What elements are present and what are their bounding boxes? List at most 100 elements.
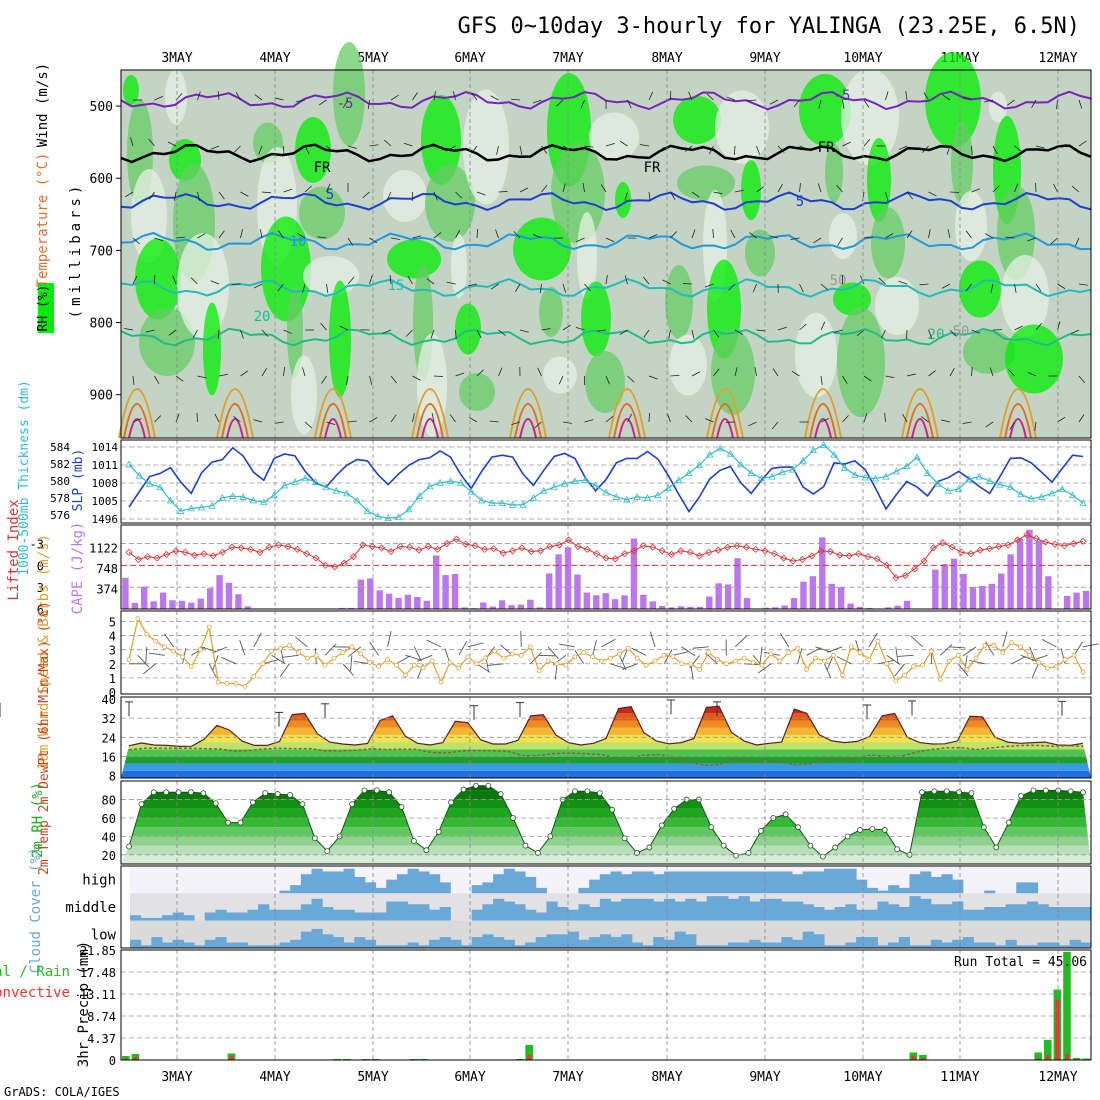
thickness-tick-label: 580 bbox=[50, 475, 70, 488]
li-marker bbox=[462, 540, 470, 548]
wind-barb bbox=[367, 99, 370, 109]
cloud-bar bbox=[162, 942, 174, 948]
wind-barb bbox=[906, 191, 914, 200]
cloud-bar bbox=[183, 915, 195, 921]
cape-bar bbox=[724, 584, 732, 609]
cape-bar bbox=[611, 599, 619, 609]
wind-speed-marker bbox=[723, 661, 729, 667]
wind-barb bbox=[342, 99, 349, 108]
wind-barb bbox=[704, 283, 714, 288]
li-marker bbox=[901, 571, 909, 580]
wind-speed-marker bbox=[590, 654, 596, 660]
wind-barb bbox=[734, 367, 738, 377]
wind-barb bbox=[790, 237, 800, 240]
cape-bar bbox=[734, 558, 741, 609]
wind-barb bbox=[274, 421, 284, 424]
wind-speed-marker bbox=[242, 683, 248, 689]
rh-shade bbox=[383, 170, 427, 222]
rh-marker bbox=[311, 835, 318, 842]
wind-barb bbox=[148, 138, 155, 147]
li-marker bbox=[714, 546, 722, 554]
li-marker bbox=[359, 541, 367, 549]
wind-speed-marker bbox=[634, 655, 640, 661]
wind-speed-marker bbox=[287, 643, 292, 648]
li-marker bbox=[471, 542, 479, 550]
cape-bar bbox=[706, 596, 713, 609]
precip-tick-label: 21.85 bbox=[80, 944, 116, 958]
cloud-bar bbox=[888, 904, 900, 921]
contour-label: 5 bbox=[326, 187, 334, 203]
wind-barb bbox=[923, 92, 929, 101]
wind-speed-marker bbox=[643, 662, 649, 668]
cloud-bar bbox=[802, 871, 814, 894]
wind-barb bbox=[283, 329, 292, 334]
cloud-bar bbox=[311, 868, 323, 894]
thickness-marker bbox=[405, 505, 413, 513]
wind-speed-marker bbox=[224, 681, 230, 686]
wind-barb bbox=[1007, 99, 1015, 106]
wind-barb bbox=[748, 421, 757, 427]
cloud-bar bbox=[1080, 942, 1092, 948]
wind-speed-marker bbox=[197, 647, 203, 653]
cape-bar bbox=[790, 598, 798, 609]
cloud-bar bbox=[941, 904, 953, 921]
temp-tick-label: 40 bbox=[102, 693, 116, 707]
wind-barb bbox=[712, 228, 714, 239]
thickness-marker bbox=[903, 462, 911, 469]
wind-tick-label: 4 bbox=[109, 630, 116, 644]
wind-speed-marker bbox=[795, 645, 801, 651]
top-date-label: 4MAY bbox=[259, 51, 290, 66]
rh-shade bbox=[291, 355, 317, 435]
wind-barb bbox=[734, 145, 736, 156]
cloud-row-label: middle bbox=[65, 900, 116, 916]
wind-speed-marker bbox=[438, 679, 444, 685]
cloud-bar bbox=[1058, 945, 1071, 948]
cape-bar bbox=[640, 594, 647, 609]
rh-band bbox=[121, 845, 1091, 855]
surface-temp-arch bbox=[1004, 403, 1032, 439]
rh-shade bbox=[951, 121, 973, 205]
wind-barb bbox=[584, 419, 594, 423]
li-marker bbox=[798, 555, 806, 564]
rh-marker bbox=[584, 788, 591, 795]
wind-barb bbox=[498, 191, 508, 193]
wind-barb bbox=[728, 283, 736, 291]
rh-marker bbox=[1080, 789, 1086, 796]
wind-barb bbox=[1014, 325, 1023, 331]
rh-marker bbox=[188, 789, 194, 796]
thickness-line bbox=[128, 444, 1084, 519]
wind-barb bbox=[754, 367, 757, 377]
rh-marker bbox=[212, 800, 219, 807]
wind-barb bbox=[149, 191, 155, 200]
li-marker bbox=[967, 550, 975, 558]
temp-band bbox=[121, 727, 1091, 735]
temp-band bbox=[121, 742, 1091, 750]
top-date-label: 9MAY bbox=[749, 51, 780, 66]
li-marker bbox=[677, 547, 685, 555]
wind-speed-marker bbox=[340, 650, 346, 655]
wind-barb bbox=[154, 237, 164, 242]
li-marker bbox=[593, 550, 601, 558]
surface-temp-arch bbox=[319, 403, 347, 439]
surface-temp-arch bbox=[421, 418, 439, 439]
bottom-date-label: 5MAY bbox=[357, 1070, 388, 1085]
cape-bar bbox=[762, 607, 770, 609]
li-marker bbox=[396, 542, 404, 551]
cloud-bar bbox=[525, 942, 537, 948]
rh-shade bbox=[177, 233, 229, 339]
surface-temp-arch bbox=[118, 388, 156, 439]
cloud-bar bbox=[140, 917, 152, 921]
wind-barb bbox=[390, 414, 397, 423]
cloud-bar bbox=[300, 904, 313, 921]
cape-bar bbox=[668, 607, 675, 609]
wind-barb bbox=[668, 329, 671, 339]
rh-marker bbox=[138, 801, 145, 808]
temp-line bbox=[128, 705, 1084, 748]
wind-barb bbox=[515, 283, 521, 292]
cloud-bar bbox=[792, 874, 804, 894]
cape-bar bbox=[385, 593, 393, 609]
cloud-bar bbox=[824, 868, 836, 894]
cloud-row-label: low bbox=[91, 927, 117, 943]
wind-speed-marker bbox=[929, 648, 934, 654]
li-marker bbox=[499, 549, 507, 557]
